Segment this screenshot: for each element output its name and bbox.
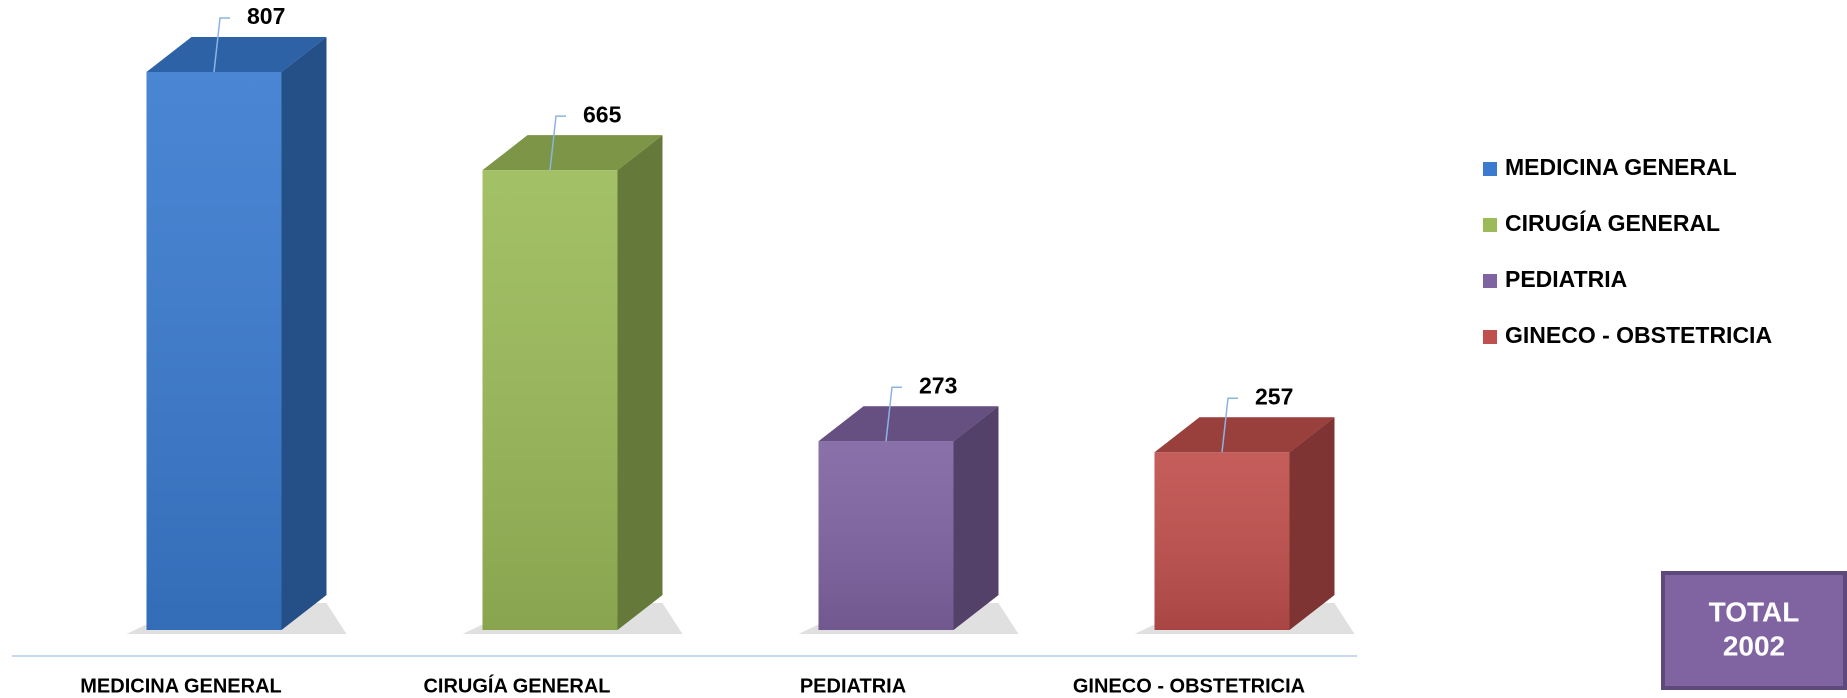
x-tick-label: MEDICINA GENERAL bbox=[80, 675, 281, 697]
bar-shading bbox=[1154, 452, 1290, 630]
bar-side-shade bbox=[617, 135, 663, 631]
value-label: 273 bbox=[919, 372, 957, 398]
value-label: 665 bbox=[583, 101, 622, 127]
x-tick-label: PEDIATRIA bbox=[800, 675, 906, 697]
legend-label: MEDICINA GENERAL bbox=[1505, 154, 1737, 180]
bar-side bbox=[1289, 417, 1335, 630]
bar-side bbox=[953, 406, 999, 630]
x-tick-label: CIRUGÍA GENERAL bbox=[423, 674, 610, 697]
bar-top-shade bbox=[482, 135, 663, 171]
leader-line bbox=[213, 17, 230, 73]
leader-line bbox=[885, 386, 902, 442]
bar-side-shade bbox=[1289, 417, 1335, 630]
legend-swatch bbox=[1483, 274, 1497, 288]
bar-shading bbox=[482, 170, 618, 631]
legend-swatch bbox=[1483, 218, 1497, 232]
legend-label: PEDIATRIA bbox=[1505, 266, 1627, 292]
legend-label: GINECO - OBSTETRICIA bbox=[1505, 322, 1772, 348]
bar-top-shade bbox=[1154, 417, 1335, 453]
bar-top-shade bbox=[146, 37, 327, 72]
total-box bbox=[1661, 571, 1847, 690]
bar-top bbox=[146, 37, 327, 72]
value-label: 807 bbox=[247, 3, 285, 29]
bar-side bbox=[281, 37, 327, 630]
leader-line bbox=[549, 115, 566, 171]
bar-top bbox=[818, 406, 999, 442]
bar-side-shade bbox=[281, 37, 327, 630]
total-label: TOTAL bbox=[1709, 596, 1800, 627]
value-label: 257 bbox=[1255, 383, 1293, 409]
legend-swatch bbox=[1483, 330, 1497, 344]
bar-top-shade bbox=[818, 406, 999, 442]
x-tick-label: GINECO - OBSTETRICIA bbox=[1073, 675, 1305, 697]
legend-swatch bbox=[1483, 162, 1497, 176]
leader-line bbox=[1221, 397, 1238, 453]
bar-top bbox=[1154, 417, 1335, 453]
legend-label: CIRUGÍA GENERAL bbox=[1505, 209, 1720, 236]
bar-top bbox=[482, 135, 663, 171]
bar-side bbox=[617, 135, 663, 631]
bar-shading bbox=[818, 441, 954, 630]
bar-shading bbox=[146, 72, 282, 630]
bar-side-shade bbox=[953, 406, 999, 630]
total-value: 2002 bbox=[1723, 630, 1785, 661]
